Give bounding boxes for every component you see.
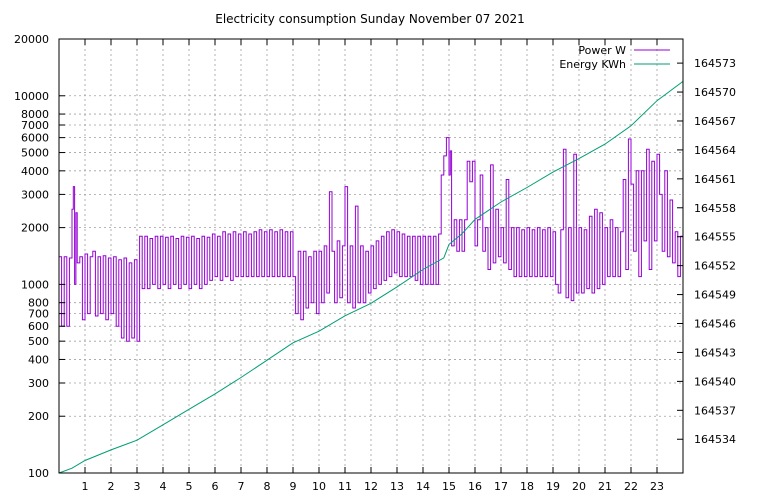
y-right-tick-label: 164549 — [694, 289, 736, 302]
y-left-tick-label: 5000 — [21, 147, 49, 160]
y-left-tick-label: 400 — [28, 353, 49, 366]
x-tick-label: 7 — [238, 480, 245, 493]
y-right-tick-label: 164540 — [694, 375, 736, 388]
x-tick-label: 17 — [494, 480, 508, 493]
y-right-tick-label: 164558 — [694, 202, 736, 215]
x-tick-label: 21 — [598, 480, 612, 493]
x-tick-label: 4 — [160, 480, 167, 493]
y-right-tick-label: 164573 — [694, 57, 736, 70]
x-tick-label: 12 — [364, 480, 378, 493]
y-left-tick-label: 200 — [28, 410, 49, 423]
x-tick-label: 5 — [186, 480, 193, 493]
x-tick-label: 16 — [468, 480, 482, 493]
x-tick-label: 23 — [650, 480, 664, 493]
x-tick-label: 11 — [338, 480, 352, 493]
y-left-tick-label: 100 — [28, 467, 49, 480]
y-right-tick-label: 164555 — [694, 231, 736, 244]
series-power-line — [59, 137, 683, 342]
y-left-tick-label: 4000 — [21, 165, 49, 178]
y-left-tick-label: 3000 — [21, 188, 49, 201]
series-energy-line — [58, 80, 684, 474]
x-tick-label: 6 — [212, 480, 219, 493]
y-left-tick-label: 500 — [28, 335, 49, 348]
y-left-tick-label: 2000 — [21, 222, 49, 235]
y-left-tick-label: 20000 — [14, 33, 49, 46]
y-left-tick-label: 700 — [28, 308, 49, 321]
y-left-tick-label: 600 — [28, 320, 49, 333]
x-tick-label: 18 — [520, 480, 534, 493]
x-tick-label: 9 — [290, 480, 297, 493]
y-right-tick-label: 164552 — [694, 260, 736, 273]
y-right-tick-label: 164543 — [694, 346, 736, 359]
y-right-tick-label: 164534 — [694, 433, 736, 446]
x-tick-label: 2 — [108, 480, 115, 493]
y-right-tick-label: 164537 — [694, 404, 736, 417]
y-left-tick-label: 6000 — [21, 132, 49, 145]
y-right-tick-label: 164546 — [694, 318, 736, 331]
x-tick-label: 3 — [134, 480, 141, 493]
x-tick-label: 19 — [546, 480, 560, 493]
y-right-tick-label: 164561 — [694, 173, 736, 186]
y-left-tick-label: 10000 — [14, 90, 49, 103]
x-tick-label: 15 — [442, 480, 456, 493]
legend-label-energy: Energy KWh — [559, 58, 626, 71]
x-tick-label: 13 — [390, 480, 404, 493]
x-tick-label: 10 — [312, 480, 326, 493]
y-left-tick-label: 8000 — [21, 108, 49, 121]
legend: Power W Energy KWh — [559, 44, 670, 71]
plot-series — [58, 80, 684, 474]
x-tick-label: 8 — [264, 480, 271, 493]
x-tick-label: 14 — [416, 480, 430, 493]
legend-label-power: Power W — [578, 44, 626, 57]
y-right-tick-label: 164564 — [694, 144, 736, 157]
y-left-tick-label: 1000 — [21, 278, 49, 291]
chart-title: Electricity consumption Sunday November … — [215, 12, 525, 26]
y-left-tick-label: 800 — [28, 297, 49, 310]
y-left-tick-label: 7000 — [21, 119, 49, 132]
x-tick-label: 22 — [624, 480, 638, 493]
y-left-tick-label: 300 — [28, 377, 49, 390]
y-right-tick-label: 164570 — [694, 86, 736, 99]
y-right-tick-label: 164567 — [694, 115, 736, 128]
x-tick-label: 20 — [572, 480, 586, 493]
axis-ticks: 1 2 3 4 5 6 7 8 9 10 11 12 13 14 15 16 17 18 19 20 21 22 23100… — [14, 33, 736, 493]
x-tick-label: 1 — [82, 480, 89, 493]
